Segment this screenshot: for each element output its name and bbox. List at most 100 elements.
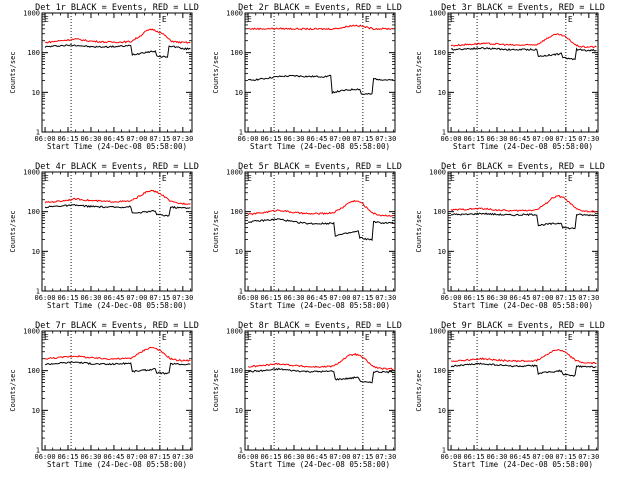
x-tick-label: 06:30 [283,294,304,302]
x-tick-label: 06:30 [80,453,101,461]
marker-label: E [365,174,370,183]
y-tick-label: 1 [239,447,243,455]
x-axis-label: Start Time (24-Dec-08 05:58:00) [453,460,593,469]
marker-label: E [450,174,455,183]
lld-series-line [247,199,394,217]
y-tick-label: 10 [235,407,243,415]
y-axis-label: Counts/sec [415,51,423,93]
x-tick-label: 06:15 [463,294,484,302]
plot-frame [244,12,396,133]
plot-frame [447,330,599,451]
x-tick-label: 06:30 [486,453,507,461]
x-tick-label: 06:15 [57,453,78,461]
y-axis-label: Counts/sec [415,210,423,252]
y-tick-label: 100 [433,367,446,375]
x-tick-label: 06:45 [306,453,327,461]
x-tick-label: 06:30 [486,294,507,302]
lld-series-line [44,346,191,363]
x-tick-label: 06:00 [35,453,56,461]
x-tick-label: 07:15 [555,294,576,302]
marker-label: E [247,174,252,183]
x-tick-label: 07:30 [172,135,193,143]
y-tick-label: 1000 [23,328,40,336]
plot-frame [41,171,193,292]
y-tick-label: 1000 [429,169,446,177]
x-tick-label: 06:15 [463,135,484,143]
plot-title: Det 9r BLACK = Events, RED = LLD [441,321,605,331]
x-tick-label: 07:30 [375,135,396,143]
x-tick-label: 07:30 [375,294,396,302]
x-tick-label: 06:00 [238,453,259,461]
y-tick-label: 10 [32,248,40,256]
detector-plot-9: Det 9r BLACK = Events, RED = LLD 1 10 100 10… [415,321,605,469]
marker-label: E [568,174,573,183]
y-tick-label: 1 [442,447,446,455]
x-tick-label: 06:00 [441,294,462,302]
detector-plot-1: Det 1r BLACK = Events, RED = LLD 1 10 100 10… [9,3,199,151]
x-tick-label: 07:00 [126,453,147,461]
x-tick-label: 07:15 [555,453,576,461]
x-tick-label: 07:15 [352,135,373,143]
x-tick-label: 06:00 [441,135,462,143]
x-tick-label: 07:30 [578,453,599,461]
y-tick-label: 10 [32,407,40,415]
y-axis-label: Counts/sec [415,369,423,411]
x-tick-label: 06:15 [57,135,78,143]
x-tick-label: 07:00 [532,135,553,143]
x-tick-label: 07:00 [532,453,553,461]
x-axis-label: Start Time (24-Dec-08 05:58:00) [453,142,593,151]
y-tick-label: 1000 [23,10,40,18]
marker-label: E [365,15,370,24]
y-tick-label: 1 [36,447,40,455]
y-tick-label: 1 [442,288,446,296]
y-tick-label: 100 [433,49,446,57]
plot-title: Det 6r BLACK = Events, RED = LLD [441,162,605,172]
events-series-line [247,367,394,384]
plot-title: Det 8r BLACK = Events, RED = LLD [238,321,402,331]
x-tick-label: 07:15 [149,453,170,461]
events-series-line [44,203,191,217]
marker-label: E [247,15,252,24]
detector-plot-5: Det 5r BLACK = Events, RED = LLD 1 10 100 10… [212,162,402,310]
x-tick-label: 06:30 [283,453,304,461]
y-tick-label: 1000 [226,328,243,336]
detector-plot-3: Det 3r BLACK = Events, RED = LLD 1 10 100 10… [415,3,605,151]
detector-plot-7: Det 7r BLACK = Events, RED = LLD 1 10 100 10… [9,321,199,469]
events-series-line [450,212,597,230]
x-tick-label: 06:30 [486,135,507,143]
y-tick-label: 100 [230,208,243,216]
marker-label: E [365,333,370,342]
marker-label: E [44,15,49,24]
lld-series-line [44,189,191,205]
x-axis-label: Start Time (24-Dec-08 05:58:00) [250,460,390,469]
plot-frame [41,12,193,133]
x-tick-label: 06:30 [80,135,101,143]
x-tick-label: 06:45 [306,135,327,143]
lld-series-line [450,195,597,213]
plot-title: Det 5r BLACK = Events, RED = LLD [238,162,402,172]
plot-title: Det 4r BLACK = Events, RED = LLD [35,162,199,172]
detector-plot-4: Det 4r BLACK = Events, RED = LLD 1 10 100 10… [9,162,199,310]
x-tick-label: 06:30 [80,294,101,302]
events-series-line [44,44,191,58]
x-tick-label: 06:45 [306,294,327,302]
marker-label: E [44,174,49,183]
x-tick-label: 06:15 [260,294,281,302]
x-tick-label: 06:15 [260,453,281,461]
y-tick-label: 10 [235,89,243,97]
x-tick-label: 07:15 [149,294,170,302]
y-tick-label: 1000 [429,10,446,18]
y-tick-label: 1 [442,129,446,137]
x-tick-label: 06:45 [103,294,124,302]
x-axis-label: Start Time (24-Dec-08 05:58:00) [250,142,390,151]
plot-frame [41,330,193,451]
y-axis-label: Counts/sec [212,369,220,411]
plot-title: Det 2r BLACK = Events, RED = LLD [238,3,402,13]
marker-label: E [247,333,252,342]
y-tick-label: 1 [239,288,243,296]
x-axis-label: Start Time (24-Dec-08 05:58:00) [47,142,187,151]
x-tick-label: 06:00 [238,294,259,302]
plot-frame [244,171,396,292]
x-tick-label: 07:30 [172,294,193,302]
